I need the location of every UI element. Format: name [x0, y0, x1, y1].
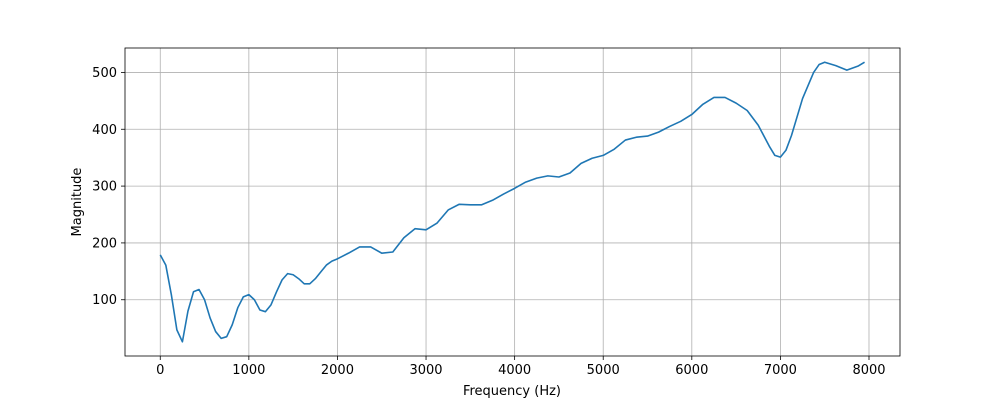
x-axis-label: Frequency (Hz)	[463, 384, 561, 399]
y-tick-label: 500	[92, 66, 117, 81]
x-tick-label: 2000	[321, 363, 354, 378]
x-tick-label: 4000	[498, 363, 531, 378]
y-tick-label: 300	[92, 180, 117, 195]
y-tick-label: 100	[92, 293, 117, 308]
y-axis-label: Magnitude	[70, 168, 85, 237]
x-tick-label: 8000	[852, 363, 885, 378]
x-tick-label: 7000	[764, 363, 797, 378]
x-tick-label: 0	[156, 363, 164, 378]
y-tick-label: 400	[92, 123, 117, 138]
x-tick-label: 5000	[587, 363, 620, 378]
data-line	[159, 61, 865, 343]
x-tick-label: 6000	[675, 363, 708, 378]
plot-frame	[124, 47, 901, 357]
x-tick-label: 3000	[409, 363, 442, 378]
y-tick-label: 200	[92, 236, 117, 251]
x-tick-label: 1000	[232, 363, 265, 378]
